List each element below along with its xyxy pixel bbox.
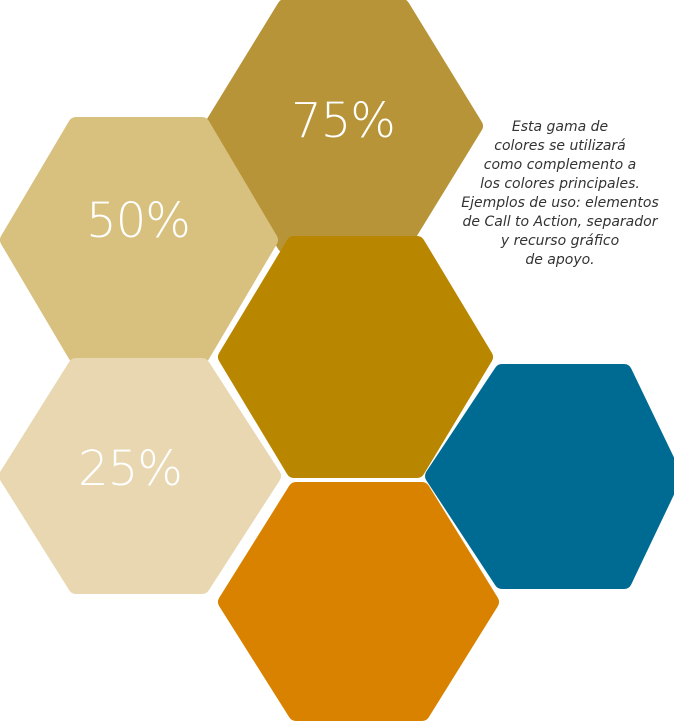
swatch-gold-100 — [218, 236, 493, 478]
swatch-gold-25: 25% — [0, 358, 281, 594]
description-line: los colores principales. — [480, 176, 640, 192]
label-75-percent: 75% — [291, 93, 395, 149]
description-line: Esta gama de — [511, 119, 609, 135]
label-25-percent: 25% — [78, 441, 182, 497]
hexagon-gold-50 — [0, 117, 278, 363]
swatch-blue — [425, 364, 674, 589]
description-line: de Call to Action, separador — [462, 214, 658, 230]
hexagon-gold-100 — [218, 236, 493, 478]
description-line: Ejemplos de uso: elementos — [461, 195, 659, 211]
description-line: colores se utilizará — [494, 138, 626, 154]
description-text: Esta gama de colores se utilizará como c… — [440, 118, 674, 270]
description-line: como complemento a — [483, 157, 637, 173]
description-line: de apoyo. — [525, 252, 595, 268]
hexagon-gold-25 — [0, 358, 281, 594]
hexagon-orange — [218, 482, 499, 721]
description-line: y recurso gráfico — [500, 233, 620, 249]
label-50-percent: 50% — [86, 193, 190, 249]
hexagon-blue — [425, 364, 674, 589]
swatch-gold-50: 50% — [0, 117, 278, 363]
swatch-orange — [218, 482, 499, 721]
